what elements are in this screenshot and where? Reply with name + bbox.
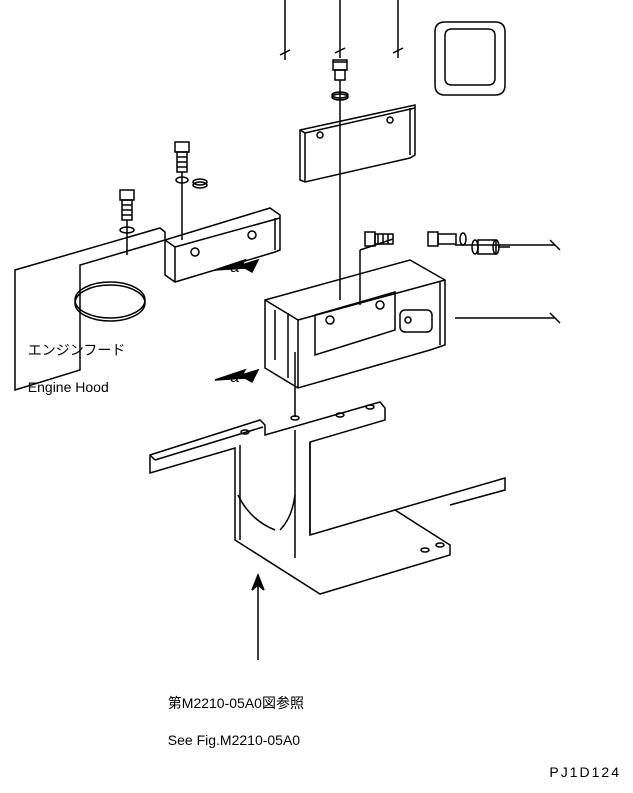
see-fig-en: See Fig.M2210-05A0 (168, 732, 300, 748)
see-fig-jp: 第M2210-05A0図参照 (168, 695, 304, 711)
drawing-code: PJ1D124 (549, 763, 621, 781)
engine-hood-en: Engine Hood (28, 379, 109, 395)
callout-a-2: a (230, 368, 239, 389)
callout-a-1: a (230, 258, 239, 279)
engine-hood-label: エンジンフード Engine Hood (20, 323, 125, 396)
see-fig-label: 第M2210-05A0図参照 See Fig.M2210-05A0 (160, 676, 304, 749)
engine-hood-jp: エンジンフード (28, 342, 126, 358)
technical-diagram (0, 0, 633, 793)
